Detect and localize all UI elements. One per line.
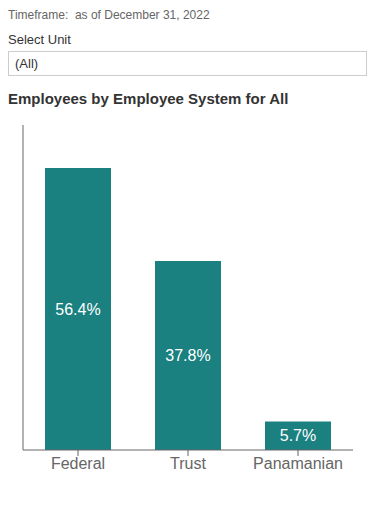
svg-text:Trust: Trust	[170, 455, 206, 472]
svg-text:Panamanian: Panamanian	[253, 455, 343, 472]
html-text:Select Unit: Select Unit	[8, 32, 71, 47]
svg-text:37.8%: 37.8%	[165, 347, 210, 364]
html-text:(All): (All)	[15, 56, 39, 71]
svg-text:56.4%: 56.4%	[55, 301, 100, 318]
svg-text:Federal: Federal	[51, 455, 105, 472]
html-text:Timeframe: as of December 31,: Timeframe: as of December 31, 2022	[8, 8, 210, 22]
svg-text:5.7%: 5.7%	[280, 427, 316, 444]
html-text:Employees by Employee System f: Employees by Employee System for All	[8, 90, 289, 107]
